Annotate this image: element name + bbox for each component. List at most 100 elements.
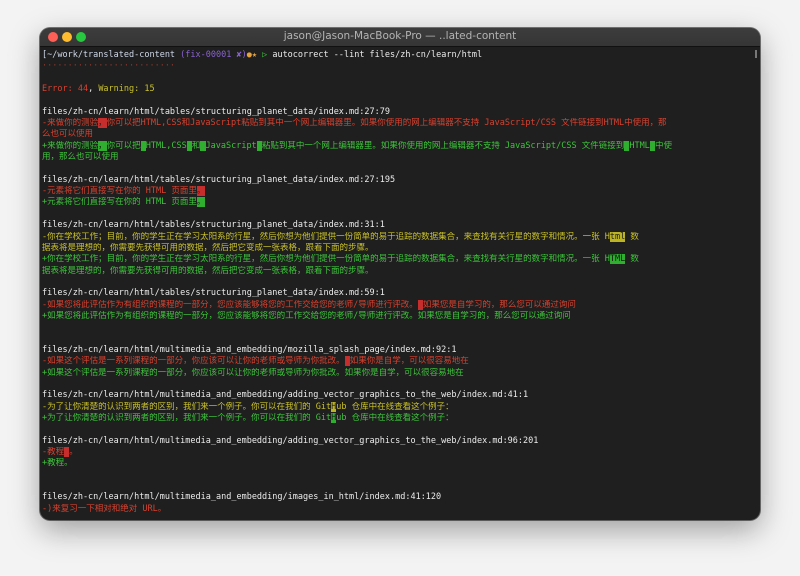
diff-highlight: TML — [609, 254, 626, 265]
output-line — [42, 470, 752, 481]
output-text: 如果你是自学，可以很容易地在 — [349, 356, 469, 367]
output-line: 据表将是理想的，你需要先获得可用的数据，然后把它变成一张表格，跟着下面的步骤。 — [42, 266, 752, 277]
output-line: +如果您将此评估作为有组织的课程的一部分，您应该能够将您的工作交给您的老师/导师… — [42, 311, 752, 322]
output-line — [42, 95, 752, 106]
diff-highlight — [186, 140, 192, 151]
window-title: jason@Jason-MacBook-Pro — ..lated-conten… — [283, 30, 517, 42]
output-text: 。 — [69, 447, 78, 458]
output-text: 你可以把 — [106, 140, 141, 151]
output-line: -元素将它们直接写在你的 HTML 页面里。 — [42, 186, 752, 197]
output-line: +来做你的测验，你可以把 HTML,CSS 和 JavaScript 粘贴到其中… — [42, 140, 752, 152]
terminal-output[interactable]: [~/work/translated-content (fix-00001 ✘)… — [42, 48, 752, 520]
output-text: , — [88, 84, 99, 95]
diff-highlight: tml — [609, 231, 626, 242]
output-line — [42, 209, 752, 220]
diff-highlight — [140, 140, 146, 151]
output-line: +你在学校工作；目前，你的学生正在学习太阳系的行星，然后你想为他们提供一份简单的… — [42, 254, 752, 265]
output-text: files/zh-cn/learn/html/multimedia_and_em… — [42, 344, 457, 355]
shell-prompt-line: [~/work/translated-content (fix-00001 ✘)… — [42, 50, 752, 61]
output-line: -教程 。 — [42, 447, 752, 458]
output-text: +如果您将此评估作为有组织的课程的一部分，您应该能够将您的工作交给您的老师/导师… — [42, 310, 571, 321]
output-text: -)来复习一下相对和绝对 URL。 — [42, 503, 167, 514]
diff-highlight: ， — [98, 140, 107, 151]
output-text: ▷ — [256, 50, 273, 60]
minimize-button[interactable] — [62, 32, 72, 42]
output-text: 数 — [625, 254, 639, 265]
output-line: files/zh-cn/learn/html/multimedia_and_em… — [42, 492, 752, 503]
diff-highlight: 。 — [196, 186, 206, 197]
output-text: -如果您将此评估作为有组织的课程的一部分，您应该能够将您的工作交给您的老师/导师… — [42, 299, 418, 310]
output-text: 据表将是理想的，你需要先获得可用的数据，然后把它变成一张表格，跟着下面的步骤。 — [42, 265, 374, 276]
output-line — [42, 379, 752, 390]
title-bar: jason@Jason-MacBook-Pro — ..lated-conten… — [40, 28, 760, 47]
output-text: +教程。 — [42, 458, 73, 469]
output-text: -来做你的测验 — [42, 118, 99, 129]
output-line: ·························· — [42, 61, 752, 72]
output-text: 如果您是自学习的，那么您可以通过询问 — [422, 299, 576, 310]
output-line: files/zh-cn/learn/html/tables/structurin… — [42, 175, 752, 186]
output-line: files/zh-cn/learn/html/tables/structurin… — [42, 220, 752, 231]
output-text: -元素将它们直接写在你的 HTML 页面里 — [42, 186, 197, 197]
output-text: files/zh-cn/learn/html/tables/structurin… — [42, 174, 396, 185]
output-line: files/zh-cn/learn/html/multimedia_and_em… — [42, 345, 752, 356]
output-text: HTML — [629, 140, 650, 151]
close-button[interactable] — [48, 32, 58, 42]
diff-highlight — [344, 356, 350, 367]
diff-highlight — [200, 140, 206, 151]
diff-highlight — [256, 140, 262, 151]
output-line: 据表将是理想的，你需要先获得可用的数据，然后把它变成一张表格，跟着下面的步骤。 — [42, 243, 752, 254]
output-text: ub 仓库中在线查看这个例子： — [336, 401, 454, 412]
output-text: 据表将是理想的，你需要先获得可用的数据，然后把它变成一张表格，跟着下面的步骤。 — [42, 242, 374, 253]
output-text: +为了让你清楚的认识到两者的区别，我们来一个例子。你可以在我们的 Git — [42, 413, 332, 423]
output-text: files/zh-cn/learn/html/tables/structurin… — [42, 106, 390, 117]
output-text: files/zh-cn/learn/html/multimedia_and_em… — [42, 435, 539, 446]
output-line: files/zh-cn/learn/html/tables/structurin… — [42, 288, 752, 299]
output-text: +来做你的测验 — [42, 140, 99, 151]
scrollbar[interactable] — [755, 50, 757, 58]
diff-highlight: ， — [98, 118, 107, 129]
output-line — [42, 277, 752, 288]
output-text: [~/work/translated-content — [42, 50, 181, 60]
output-line — [42, 163, 752, 174]
output-line: +元素将它们直接写在你的 HTML 页面里。 — [42, 197, 752, 208]
output-line — [42, 73, 752, 84]
output-line — [42, 424, 752, 435]
output-line: files/zh-cn/learn/html/multimedia_and_em… — [42, 436, 752, 447]
output-line: 用，那么也可以使用 — [42, 152, 752, 163]
output-line: +教程。 — [42, 458, 752, 469]
output-text: files/zh-cn/learn/html/tables/structurin… — [42, 220, 385, 231]
output-text: +你在学校工作；目前，你的学生正在学习太阳系的行星，然后你想为他们提供一份简单的… — [42, 254, 610, 265]
diff-highlight: 。 — [196, 197, 206, 208]
output-line: -如果这个评估是一系列课程的一部分，你应该可以让你的老师或导师为你批改。 如果你… — [42, 356, 752, 367]
output-text: (fix-00001 — [180, 50, 237, 60]
output-text: files/zh-cn/learn/html/multimedia_and_em… — [42, 390, 529, 401]
output-line: files/zh-cn/learn/html/multimedia_and_em… — [42, 390, 752, 401]
output-text: 中使 — [654, 140, 672, 151]
diff-highlight — [64, 447, 70, 458]
output-line: 么也可以使用 — [42, 129, 752, 140]
output-text: Warning: 15 — [98, 84, 155, 95]
output-line — [42, 481, 752, 492]
output-text: +如果这个评估是一系列课程的一部分，你应该可以让你的老师或导师为你批改。如果你是… — [42, 367, 464, 378]
output-line: -你在学校工作；目前，你的学生正在学习太阳系的行星，然后你想为他们提供一份简单的… — [42, 231, 752, 243]
output-text: 用，那么也可以使用 — [42, 152, 119, 163]
output-text: JavaScript — [205, 140, 257, 151]
output-text: ub 仓库中在线查看这个例子： — [336, 413, 454, 423]
output-text: 么也可以使用 — [42, 129, 94, 140]
output-text: files/zh-cn/learn/html/multimedia_and_em… — [42, 492, 442, 503]
output-text: -为了让你清楚的认识到两者的区别，我们来一个例子。你可以在我们的 Git — [42, 401, 332, 412]
output-line: -)来复习一下相对和绝对 URL。 — [42, 504, 752, 515]
zoom-button[interactable] — [76, 32, 86, 42]
output-line: -来做你的测验，你可以把HTML,CSS和JavaScript粘贴到其中一个网上… — [42, 118, 752, 129]
output-text: 粘贴到其中一个网上编辑器里。如果你使用的网上编辑器不支持 JavaScript/… — [261, 140, 625, 151]
terminal-window: jason@Jason-MacBook-Pro — ..lated-conten… — [40, 28, 760, 520]
output-text: -教程 — [42, 447, 65, 458]
output-text: 你可以把HTML,CSS和JavaScript粘贴到其中一个网上编辑器里。如果你… — [106, 118, 667, 129]
output-text: ✘) — [236, 50, 247, 60]
diff-highlight — [649, 140, 655, 151]
output-line: Error: 44, Warning: 15 — [42, 84, 752, 95]
output-text: ●★ — [246, 50, 257, 60]
output-text: -你在学校工作；目前，你的学生正在学习太阳系的行星，然后你想为他们提供一份简单的… — [42, 231, 610, 242]
diff-highlight: H — [331, 413, 337, 423]
output-text: +元素将它们直接写在你的 HTML 页面里 — [42, 197, 197, 208]
